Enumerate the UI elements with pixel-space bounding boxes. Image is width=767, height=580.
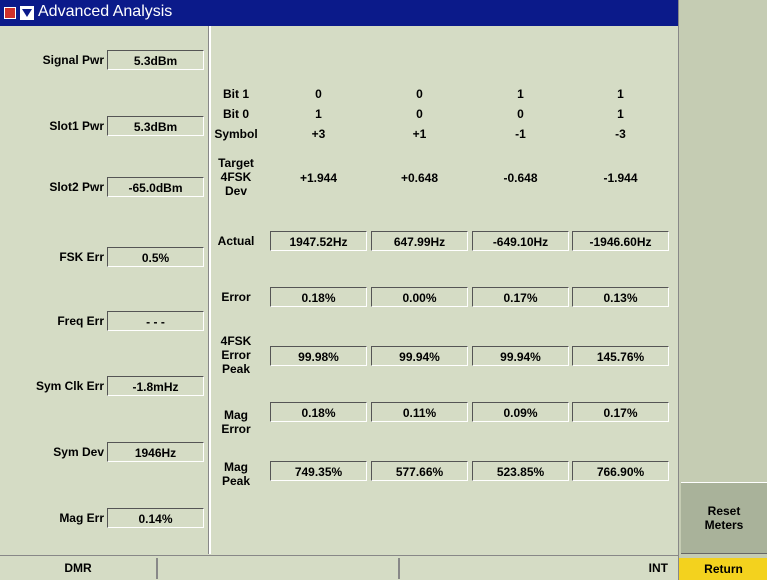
cell-value: +3 [311, 127, 326, 141]
row-label: Mag [224, 408, 248, 422]
softkey-line: Reset [707, 504, 741, 518]
cell-value: +1.944 [299, 171, 338, 185]
row-label: 4FSK [220, 170, 252, 184]
field-label: Sym Dev [53, 445, 104, 459]
field-value: 0.5% [107, 247, 204, 267]
field-label: Freq Err [57, 314, 104, 328]
divider [208, 26, 211, 554]
mode: DMR [0, 558, 158, 579]
menu-icon[interactable] [20, 6, 34, 20]
status-cell [160, 558, 400, 579]
cell-value: 577.66% [371, 461, 468, 481]
field-value: 5.3dBm [107, 50, 204, 70]
cell-value: -649.10Hz [472, 231, 569, 251]
cell-value: 99.98% [270, 346, 367, 366]
softkey-column: Reset Meters Return [678, 0, 767, 580]
cell-value: 99.94% [472, 346, 569, 366]
row-label: 4FSK [220, 334, 252, 348]
field-label: Signal Pwr [42, 53, 104, 67]
cell-value: 1 [315, 107, 322, 121]
row-label: Dev [224, 184, 247, 198]
field-label: Slot1 Pwr [49, 119, 104, 133]
cell-value: 99.94% [371, 346, 468, 366]
row-label: Actual [217, 234, 255, 248]
cell-value: 749.35% [270, 461, 367, 481]
row-label: Error [221, 348, 251, 362]
cell-value: 0.11% [371, 402, 468, 422]
cell-value: -1946.60Hz [572, 231, 669, 251]
row-label: Peak [221, 362, 251, 376]
cell-value: 766.90% [572, 461, 669, 481]
cell-value: -3 [615, 127, 626, 141]
field-value: -65.0dBm [107, 177, 204, 197]
row-label: Target [218, 156, 254, 170]
cell-value: -1.944 [603, 171, 638, 185]
field-value: -1.8mHz [107, 376, 204, 396]
cell-value: 647.99Hz [371, 231, 468, 251]
arrow [22, 9, 32, 17]
cell-value: 0 [416, 87, 423, 101]
cell-value: 0 [416, 107, 423, 121]
cell-value: 1 [517, 87, 524, 101]
cell-value: 0.09% [472, 402, 569, 422]
cell-value: -0.648 [503, 171, 538, 185]
cell-value: -1 [515, 127, 526, 141]
cell-value: 145.76% [572, 346, 669, 366]
cell-value: 0.18% [270, 287, 367, 307]
title-bar: Advanced Analysis [0, 0, 678, 26]
row-label: Error [221, 422, 251, 436]
cell-value: 1 [617, 87, 624, 101]
cell-value: +0.648 [400, 171, 439, 185]
field-value: 5.3dBm [107, 116, 204, 136]
softkey-line: Meters [704, 518, 744, 532]
row-label: Peak [221, 474, 251, 488]
row-label: Symbol [214, 127, 258, 141]
row-label: Error [221, 290, 251, 304]
cell-value: 1 [617, 107, 624, 121]
row-label: Bit 0 [222, 107, 249, 121]
cell-value: 0.17% [572, 402, 669, 422]
ref: INT [648, 561, 668, 575]
cell-value: 0.17% [472, 287, 569, 307]
status-bar: DMR INT [0, 555, 678, 580]
cell-value: 0 [315, 87, 322, 101]
row-label: Bit 1 [222, 87, 249, 101]
close-icon[interactable] [4, 7, 16, 19]
cell-value: 0.00% [371, 287, 468, 307]
field-label: Mag Err [59, 511, 104, 525]
field-label: FSK Err [59, 250, 104, 264]
title: Advanced Analysis [38, 3, 173, 20]
cell-value: +1 [412, 127, 427, 141]
field-value: - - - [107, 311, 204, 331]
field-value: 1946Hz [107, 442, 204, 462]
cell-value: 1947.52Hz [270, 231, 367, 251]
field-value: 0.14% [107, 508, 204, 528]
cell-value: 0.18% [270, 402, 367, 422]
field-label: Sym Clk Err [35, 379, 104, 393]
cell-value: 0.13% [572, 287, 669, 307]
field-label: Slot2 Pwr [49, 180, 104, 194]
row-label: Mag [224, 460, 248, 474]
return-key[interactable]: Return [679, 558, 767, 580]
cell-value: 523.85% [472, 461, 569, 481]
cell-value: 0 [517, 107, 524, 121]
reset-meters-key[interactable]: Reset Meters [681, 482, 767, 554]
